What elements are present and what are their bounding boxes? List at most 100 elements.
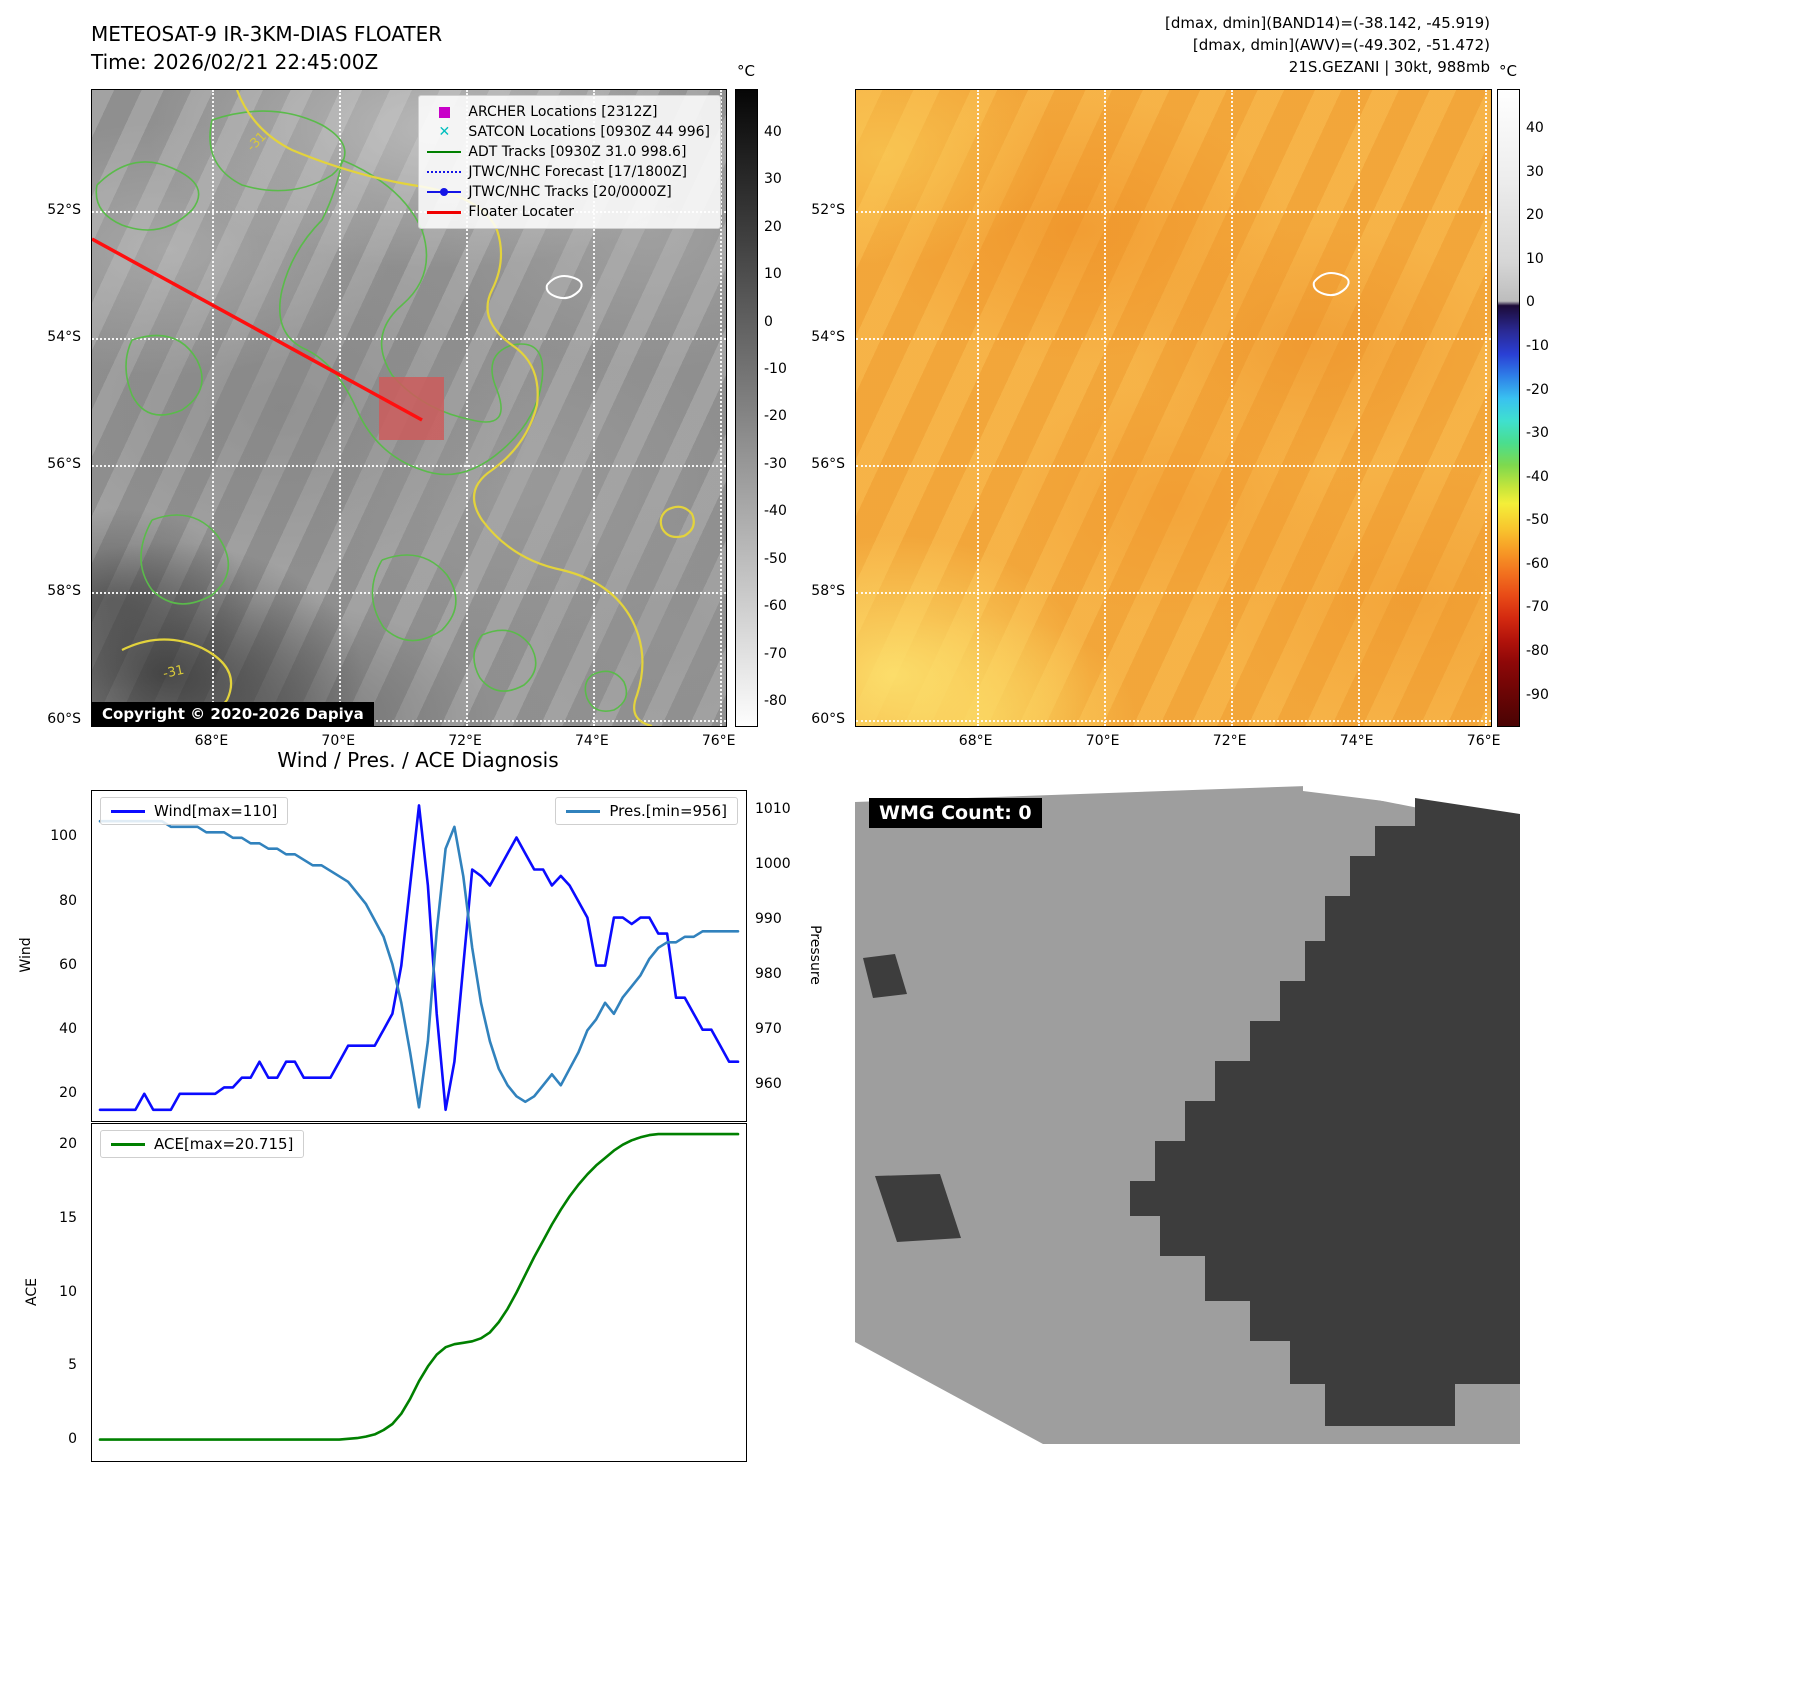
storm-id-intensity: 21S.GEZANI | 30kt, 988mb xyxy=(1288,58,1490,76)
colorbar-tick-label: 30 xyxy=(1526,163,1544,180)
right-map-lon-axis: 68°E 70°E 72°E 74°E 76°E xyxy=(855,727,1501,751)
axis-tick-label: 5 xyxy=(68,1357,77,1374)
wmg-dark-cloud-mask xyxy=(1130,798,1520,1426)
adt-track-line-icon xyxy=(427,145,461,159)
ace-axis-ticks: 0 5 10 15 20 xyxy=(41,1123,85,1460)
legend-label: SATCON Locations [0930Z 44 996] xyxy=(468,124,710,140)
map-annotations: -31 -31 xyxy=(92,90,695,726)
ir-grayscale-colorbar xyxy=(735,89,758,727)
gridline xyxy=(92,465,726,468)
colorbar-tick-label: -90 xyxy=(1526,686,1549,703)
enhanced-ir-colorbar xyxy=(1497,89,1520,727)
gridline xyxy=(92,592,726,595)
coastline-outline xyxy=(1312,272,1350,297)
axis-tick-label: 0 xyxy=(68,1431,77,1448)
copyright-badge: Copyright © 2020-2026 Dapiya xyxy=(92,702,374,726)
lon-tick-label: 72°E xyxy=(448,733,482,749)
floater-line-icon xyxy=(427,205,461,219)
wmg-panel: WMG Count: 0 xyxy=(855,786,1520,1444)
wind-axis-label: Wind xyxy=(18,937,34,973)
legend-label: Floater Locater xyxy=(468,204,575,220)
colorbar-tick-label: 0 xyxy=(764,313,773,330)
colorbar-tick-label: -70 xyxy=(1526,599,1549,616)
colorbar-tick-label: 20 xyxy=(1526,207,1544,224)
colorbar-tick-label: 10 xyxy=(764,266,782,283)
floater-target-box xyxy=(379,377,444,440)
colorbar-tick-label: -50 xyxy=(764,550,787,567)
enhanced-ir-map xyxy=(855,89,1492,727)
legend-item-tracks: JTWC/NHC Tracks [20/0000Z] xyxy=(427,182,710,202)
wind-axis-ticks: 20 40 60 80 100 xyxy=(41,790,85,1120)
gridline xyxy=(856,465,1491,468)
colorbar-tick-label: -20 xyxy=(1526,381,1549,398)
lon-tick-label: 74°E xyxy=(575,733,609,749)
pressure-axis-label: Pressure xyxy=(807,925,823,985)
colorbar-tick-label: 40 xyxy=(764,123,782,140)
axis-tick-label: 980 xyxy=(755,966,782,983)
track-line-dot-icon xyxy=(427,185,461,199)
gridline xyxy=(1230,90,1233,726)
gridline xyxy=(92,338,726,341)
legend-item-adt: ADT Tracks [0930Z 31.0 998.6] xyxy=(427,142,710,162)
lat-tick-label: 58°S xyxy=(811,583,845,600)
ace-line-icon xyxy=(111,1142,145,1146)
enhanced-colorbar-unit: °C xyxy=(1499,62,1517,80)
wind-pressure-plot xyxy=(98,804,740,1112)
ir-satellite-map: -31 -31 ARCHER Locations [2312Z] SATCON … xyxy=(91,89,727,727)
gridline xyxy=(856,210,1491,213)
lat-tick-label: 54°S xyxy=(47,329,81,346)
colorbar-tick-label: -40 xyxy=(1526,468,1549,485)
diagnosis-chart-title: Wind / Pres. / ACE Diagnosis xyxy=(277,748,559,772)
left-panel-time: Time: 2026/02/21 22:45:00Z xyxy=(91,50,379,74)
colorbar-tick-label: -80 xyxy=(1526,642,1549,659)
green-contours xyxy=(95,110,628,712)
gridline xyxy=(592,90,595,726)
axis-tick-label: 1010 xyxy=(755,801,791,818)
legend-label: JTWC/NHC Tracks [20/0000Z] xyxy=(468,184,672,200)
axis-tick-label: 20 xyxy=(59,1135,77,1152)
legend-label: JTWC/NHC Forecast [17/1800Z] xyxy=(468,164,687,180)
pressure-axis-ticks: 960 970 980 990 1000 1010 xyxy=(747,790,797,1120)
lon-tick-label: 68°E xyxy=(958,733,993,749)
series-line xyxy=(98,804,740,1112)
axis-tick-label: 10 xyxy=(59,1283,77,1300)
colorbar-tick-label: -30 xyxy=(764,455,787,472)
lon-tick-label: 68°E xyxy=(194,733,229,749)
ir-colorbar-unit: °C xyxy=(737,62,755,80)
pressure-legend: Pres.[min=956] xyxy=(555,797,738,825)
legend-item-floater: Floater Locater xyxy=(427,202,710,222)
lat-tick-label: 60°S xyxy=(811,710,845,727)
axis-tick-label: 1000 xyxy=(755,856,791,873)
lat-tick-label: 60°S xyxy=(47,710,81,727)
lat-tick-label: 52°S xyxy=(47,201,81,218)
lat-tick-label: 56°S xyxy=(47,456,81,473)
gridline xyxy=(212,90,215,726)
gridline xyxy=(856,338,1491,341)
wmg-count-badge: WMG Count: 0 xyxy=(869,798,1042,828)
lon-tick-label: 70°E xyxy=(1085,733,1120,749)
ace-legend: ACE[max=20.715] xyxy=(100,1130,305,1158)
axis-tick-label: 60 xyxy=(59,956,77,973)
gridline xyxy=(339,90,342,726)
ir-colorbar-ticks: 40 30 20 10 0 -10 -20 -30 -40 -50 -60 -70 -80 xyxy=(758,89,802,725)
gridline xyxy=(719,90,722,726)
forecast-dotted-line-icon xyxy=(427,165,461,179)
legend-label: ARCHER Locations [2312Z] xyxy=(468,104,658,120)
lat-tick-label: 54°S xyxy=(811,329,845,346)
latlon-grid xyxy=(92,90,726,726)
lon-tick-label: 72°E xyxy=(1212,733,1247,749)
gridline xyxy=(1357,90,1360,726)
ace-plot xyxy=(98,1132,740,1441)
ace-chart: ACE[max=20.715] xyxy=(91,1123,747,1462)
axis-tick-label: 20 xyxy=(59,1084,77,1101)
pressure-legend-label: Pres.[min=956] xyxy=(609,802,727,820)
gridline xyxy=(1484,90,1487,726)
gridline xyxy=(1103,90,1106,726)
floater-locater-line xyxy=(92,237,423,422)
wmg-dark-patch xyxy=(875,1174,961,1242)
colorbar-tick-label: 0 xyxy=(1526,294,1535,311)
ace-legend-label: ACE[max=20.715] xyxy=(154,1135,294,1153)
gridline xyxy=(92,210,726,213)
gridline xyxy=(92,719,726,722)
series-line xyxy=(98,819,740,1109)
